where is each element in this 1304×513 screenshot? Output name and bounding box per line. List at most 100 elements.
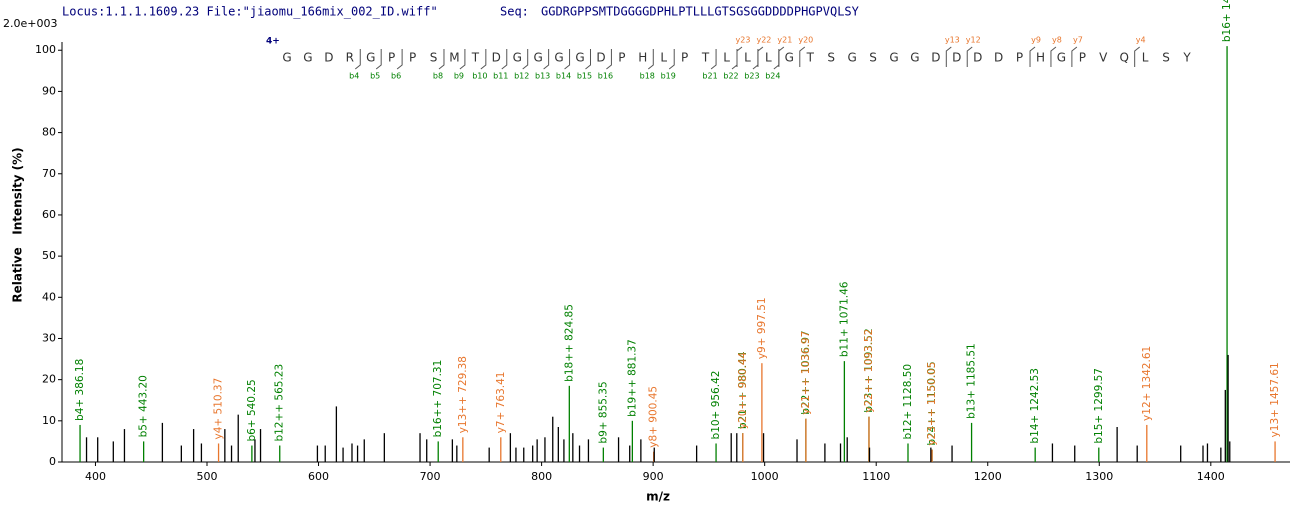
b-ion-marker bbox=[564, 49, 571, 70]
b-ion-label: b10 bbox=[472, 72, 487, 81]
peak-label: y8+ 900.45 bbox=[648, 386, 660, 448]
residue: G bbox=[910, 51, 919, 65]
b-ion-marker bbox=[606, 49, 612, 70]
residue: G bbox=[366, 51, 375, 65]
b-ion-marker bbox=[731, 49, 738, 70]
peak-label: y20++ 980.44 bbox=[737, 352, 749, 430]
y-ion-marker bbox=[1071, 46, 1078, 67]
y-ion-marker bbox=[799, 46, 806, 67]
b-ion-label: b21 bbox=[702, 72, 717, 81]
b-ion-marker bbox=[396, 49, 403, 70]
y-tick-label: 30 bbox=[42, 331, 56, 344]
b-ion-marker bbox=[354, 49, 361, 70]
peak-label: b21++ 980.44 bbox=[737, 351, 749, 429]
peak-label: b22++ 1036.97 bbox=[800, 330, 812, 414]
residue: S bbox=[430, 51, 438, 65]
x-tick-label: 1000 bbox=[751, 470, 779, 483]
charge-label: 4+ bbox=[266, 37, 280, 47]
residue: P bbox=[681, 51, 688, 65]
peak-label: b13+ 1185.51 bbox=[966, 343, 978, 419]
b-ion-label: b12 bbox=[514, 72, 529, 81]
peak-label: b23++ 1093.52 bbox=[863, 328, 875, 412]
scale-label: 2.0e+003 bbox=[3, 17, 57, 30]
peak-label: b4+ 386.18 bbox=[74, 359, 86, 421]
residue: L bbox=[1142, 51, 1149, 65]
residue: L bbox=[723, 51, 730, 65]
y-tick-label: 90 bbox=[42, 84, 56, 97]
residue: S bbox=[1162, 51, 1170, 65]
residue: S bbox=[827, 51, 835, 65]
b-ion-marker bbox=[710, 49, 717, 70]
b-ion-marker bbox=[522, 49, 529, 70]
y-ion-marker bbox=[945, 46, 952, 67]
b-ion-marker bbox=[668, 49, 675, 70]
b-ion-label: b24 bbox=[765, 72, 780, 81]
b-ion-label: b11 bbox=[493, 72, 508, 81]
b-ion-label: b22 bbox=[723, 72, 738, 81]
residue: D bbox=[973, 51, 982, 65]
y-ion-marker bbox=[1029, 46, 1036, 67]
b-ion-marker bbox=[543, 49, 550, 70]
b-ion-label: b19 bbox=[661, 72, 676, 81]
residue: D bbox=[952, 51, 961, 65]
b-ion-label: b15 bbox=[577, 72, 592, 81]
peak-label: b10+ 956.42 bbox=[710, 371, 722, 440]
y-ion-label: y22 bbox=[756, 36, 771, 45]
residue: P bbox=[388, 51, 395, 65]
y-tick-label: 50 bbox=[42, 249, 56, 262]
peak-label: y9+ 997.51 bbox=[756, 297, 768, 359]
residue: L bbox=[660, 51, 667, 65]
residue: G bbox=[1057, 51, 1066, 65]
x-axis-label: m/z bbox=[646, 490, 670, 504]
residue: G bbox=[889, 51, 898, 65]
b-ion-label: b16 bbox=[598, 72, 613, 81]
residue: G bbox=[575, 51, 584, 65]
peak-label: b12+ 1128.50 bbox=[902, 364, 914, 440]
x-tick-label: 1100 bbox=[862, 470, 890, 483]
x-tick-label: 900 bbox=[643, 470, 664, 483]
residue: M bbox=[449, 51, 459, 65]
residue: P bbox=[618, 51, 625, 65]
b-ion-marker bbox=[501, 49, 508, 70]
residue: H bbox=[638, 51, 647, 65]
residue: G bbox=[282, 51, 291, 65]
residue: D bbox=[596, 51, 605, 65]
y-ion-label: y7 bbox=[1073, 36, 1083, 45]
residue: G bbox=[554, 51, 563, 65]
y-ion-label: y9 bbox=[1031, 36, 1041, 45]
residue: P bbox=[409, 51, 416, 65]
y-tick-label: 10 bbox=[42, 414, 56, 427]
residue: G bbox=[847, 51, 856, 65]
y-tick-label: 80 bbox=[42, 126, 56, 139]
residue: L bbox=[744, 51, 751, 65]
b-ion-marker bbox=[773, 49, 780, 70]
residue: G bbox=[534, 51, 543, 65]
peak-label: b15+ 1299.57 bbox=[1093, 368, 1105, 444]
b-ion-label: b8 bbox=[433, 72, 443, 81]
peak-label: b24++ 1150.05 bbox=[926, 361, 938, 445]
residue: Q bbox=[1119, 51, 1128, 65]
y-ion-label: y20 bbox=[798, 36, 813, 45]
y-ion-label: y21 bbox=[777, 36, 792, 45]
b-ion-marker bbox=[585, 49, 591, 70]
b-ion-marker bbox=[752, 49, 759, 70]
b-ion-label: b5 bbox=[370, 72, 380, 81]
y-ion-label: y12 bbox=[966, 36, 981, 45]
peak-label: b19++ 881.37 bbox=[626, 339, 638, 417]
x-tick-label: 1200 bbox=[974, 470, 1002, 483]
residue: H bbox=[1036, 51, 1045, 65]
residue: S bbox=[869, 51, 877, 65]
y-tick-label: 100 bbox=[35, 43, 56, 56]
y-ion-marker bbox=[778, 46, 785, 67]
b-ion-marker bbox=[647, 49, 654, 70]
peak-label: b5+ 443.20 bbox=[138, 375, 150, 437]
residue: Y bbox=[1182, 51, 1191, 65]
y-tick-label: 0 bbox=[49, 455, 56, 468]
seq-header: GGDRGPPSMTDGGGGDPHLPTLLLGTSGSGGDDDDPHGPV… bbox=[541, 5, 860, 19]
residue: L bbox=[765, 51, 772, 65]
residue: V bbox=[1099, 51, 1108, 65]
y-ion-label: y8 bbox=[1052, 36, 1062, 45]
y-ion-marker bbox=[1050, 46, 1057, 67]
b-ion-marker bbox=[438, 49, 445, 70]
peak-label: y23++ 1150.05 bbox=[926, 362, 938, 446]
